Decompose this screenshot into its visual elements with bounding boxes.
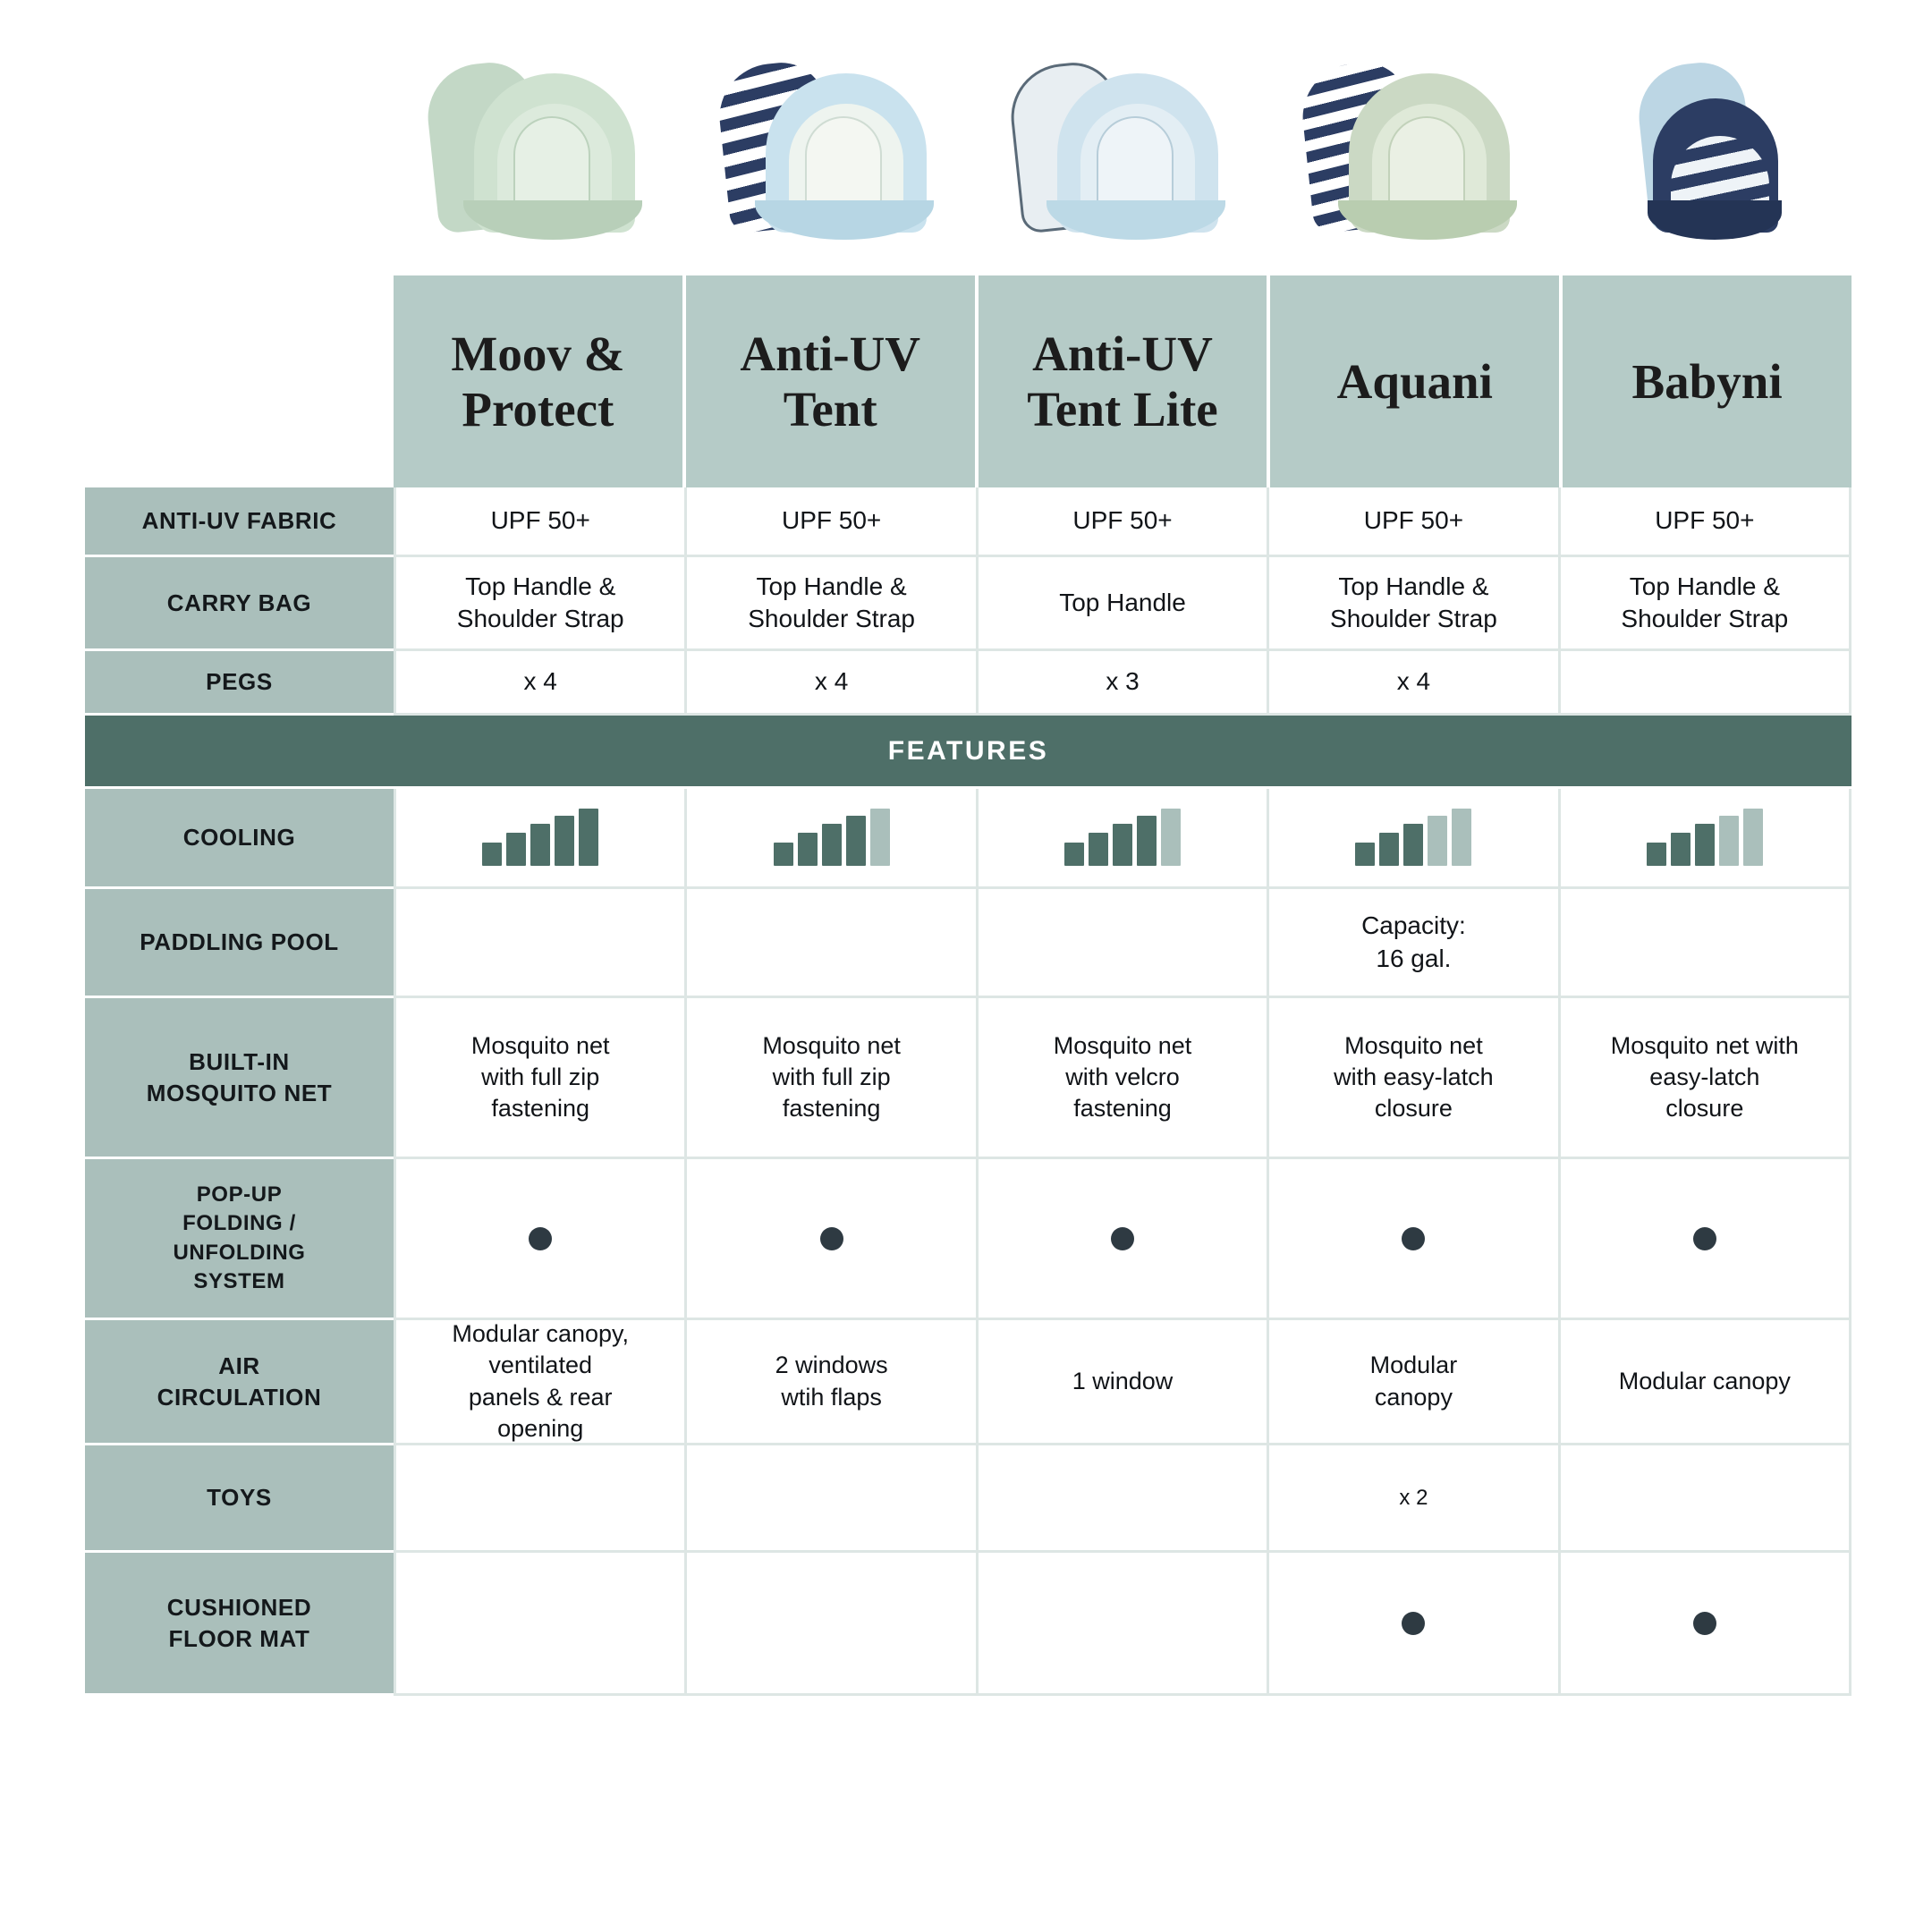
check-dot-icon [1402, 1226, 1426, 1250]
table-row-cooling: COOLING [85, 789, 1852, 889]
table-row-mosquito-net: BUILT-IN MOSQUITO NET Mosquito net with fu… [85, 998, 1852, 1159]
table-header-row: Moov & Protect Anti-UV Tent Anti-UV Tent Li… [85, 275, 1852, 487]
product-photo-anti-uv-tent-lite [977, 18, 1268, 242]
check-dot-icon [1111, 1226, 1135, 1250]
row-label-carry-bag: CARRY BAG [85, 557, 394, 651]
header-corner-cell [85, 275, 394, 487]
row-label-pegs: PEGS [85, 651, 394, 716]
cooling-rating-bars-anti-uv-tent-lite [1064, 808, 1182, 866]
row-label-cooling: COOLING [85, 789, 394, 889]
table-section-features: FEATURES [85, 716, 1852, 789]
product-header-moov-protect[interactable]: Moov & Protect [394, 275, 686, 487]
cell-carry-bag-aquani: Top Handle & Shoulder Strap [1267, 557, 1558, 651]
cell-carry-bag-anti-uv-tent-lite: Top Handle [975, 557, 1267, 651]
cell-toys-anti-uv-tent-lite [975, 1445, 1267, 1553]
cell-anti-uv-fabric-moov-protect: UPF 50+ [394, 487, 685, 557]
cell-cushioned-floor-mat-babyni [1557, 1553, 1852, 1696]
row-label-popup-system: POP-UP FOLDING / UNFOLDING SYSTEM [85, 1159, 394, 1320]
row-label-air-circulation: AIR CIRCULATION [85, 1320, 394, 1445]
product-header-anti-uv-tent-lite[interactable]: Anti-UV Tent Lite [978, 275, 1271, 487]
check-dot-icon [529, 1226, 553, 1250]
row-label-cushioned-floor-mat: CUSHIONED FLOOR MAT [85, 1553, 394, 1696]
check-dot-icon [1692, 1611, 1716, 1635]
product-photo-aquani [1268, 18, 1560, 242]
cell-mosquito-net-anti-uv-tent: Mosquito net with full zip fastening [684, 998, 976, 1159]
cell-anti-uv-fabric-aquani: UPF 50+ [1267, 487, 1558, 557]
cell-air-circulation-anti-uv-tent: 2 windows wtih flaps [684, 1320, 976, 1445]
cell-pegs-anti-uv-tent: x 4 [684, 651, 976, 716]
row-label-anti-uv-fabric: ANTI-UV FABRIC [85, 487, 394, 557]
cell-paddling-pool-aquani: Capacity: 16 gal. [1267, 889, 1558, 998]
cell-mosquito-net-aquani: Mosquito net with easy-latch closure [1267, 998, 1558, 1159]
cell-toys-anti-uv-tent [684, 1445, 976, 1553]
cell-popup-system-anti-uv-tent [684, 1159, 976, 1320]
cooling-rating-bars-anti-uv-tent [773, 808, 890, 866]
cell-popup-system-babyni [1557, 1159, 1852, 1320]
cell-cooling-babyni [1557, 789, 1852, 889]
cell-cooling-anti-uv-tent-lite [975, 789, 1267, 889]
product-header-anti-uv-tent[interactable]: Anti-UV Tent [685, 275, 979, 487]
cell-paddling-pool-anti-uv-tent [684, 889, 976, 998]
cell-toys-babyni [1557, 1445, 1852, 1553]
cell-air-circulation-aquani: Modular canopy [1267, 1320, 1558, 1445]
check-dot-icon [819, 1226, 843, 1250]
cell-pegs-babyni [1557, 651, 1852, 716]
cell-anti-uv-fabric-anti-uv-tent-lite: UPF 50+ [975, 487, 1267, 557]
cell-cooling-aquani [1267, 789, 1558, 889]
cell-paddling-pool-babyni [1557, 889, 1852, 998]
cell-air-circulation-babyni: Modular canopy [1557, 1320, 1852, 1445]
cell-cooling-anti-uv-tent [684, 789, 976, 889]
features-banner-label: FEATURES [85, 716, 1852, 789]
product-header-babyni[interactable]: Babyni [1563, 275, 1852, 487]
cell-paddling-pool-anti-uv-tent-lite [975, 889, 1267, 998]
product-photo-moov-protect [394, 18, 685, 242]
cell-toys-moov-protect [394, 1445, 685, 1553]
cell-cushioned-floor-mat-anti-uv-tent [684, 1553, 976, 1696]
row-label-toys: TOYS [85, 1445, 394, 1553]
table-row-toys: TOYS x 2 [85, 1445, 1852, 1553]
cell-pegs-aquani: x 4 [1267, 651, 1558, 716]
cell-cushioned-floor-mat-anti-uv-tent-lite [975, 1553, 1267, 1696]
table-row-paddling-pool: PADDLING POOL Capacity: 16 gal. [85, 889, 1852, 998]
row-label-paddling-pool: PADDLING POOL [85, 889, 394, 998]
table-row-cushioned-floor-mat: CUSHIONED FLOOR MAT [85, 1553, 1852, 1696]
table-row-pegs: PEGS x 4 x 4 x 3 x 4 [85, 651, 1852, 716]
cell-air-circulation-moov-protect: Modular canopy, ventilated panels & rear op… [394, 1320, 685, 1445]
product-photo-babyni [1560, 18, 1852, 242]
cell-pegs-anti-uv-tent-lite: x 3 [975, 651, 1267, 716]
table-row-carry-bag: CARRY BAG Top Handle & Shoulder Strap Top… [85, 557, 1852, 651]
cooling-rating-bars-aquani [1355, 808, 1472, 866]
cell-toys-aquani: x 2 [1267, 1445, 1558, 1553]
product-photo-anti-uv-tent [685, 18, 977, 242]
cell-carry-bag-moov-protect: Top Handle & Shoulder Strap [394, 557, 685, 651]
cooling-rating-bars-babyni [1646, 808, 1763, 866]
cell-mosquito-net-babyni: Mosquito net with easy-latch closure [1557, 998, 1852, 1159]
cell-anti-uv-fabric-anti-uv-tent: UPF 50+ [684, 487, 976, 557]
product-image-strip [394, 18, 1852, 242]
check-dot-icon [1402, 1611, 1426, 1635]
cooling-rating-bars-moov-protect [482, 808, 599, 866]
product-header-aquani[interactable]: Aquani [1270, 275, 1563, 487]
comparison-table: Moov & Protect Anti-UV Tent Anti-UV Tent Li… [85, 275, 1852, 1696]
cell-paddling-pool-moov-protect [394, 889, 685, 998]
cell-carry-bag-babyni: Top Handle & Shoulder Strap [1557, 557, 1852, 651]
cell-popup-system-anti-uv-tent-lite [975, 1159, 1267, 1320]
cell-mosquito-net-anti-uv-tent-lite: Mosquito net with velcro fastening [975, 998, 1267, 1159]
cell-pegs-moov-protect: x 4 [394, 651, 685, 716]
cell-popup-system-aquani [1267, 1159, 1558, 1320]
cell-cooling-moov-protect [394, 789, 685, 889]
table-row-anti-uv-fabric: ANTI-UV FABRIC UPF 50+ UPF 50+ UPF 50+ U… [85, 487, 1852, 557]
cell-carry-bag-anti-uv-tent: Top Handle & Shoulder Strap [684, 557, 976, 651]
cell-cushioned-floor-mat-moov-protect [394, 1553, 685, 1696]
check-dot-icon [1692, 1226, 1716, 1250]
table-row-air-circulation: AIR CIRCULATION Modular canopy, ventilated… [85, 1320, 1852, 1445]
cell-popup-system-moov-protect [394, 1159, 685, 1320]
row-label-mosquito-net: BUILT-IN MOSQUITO NET [85, 998, 394, 1159]
cell-anti-uv-fabric-babyni: UPF 50+ [1557, 487, 1852, 557]
cell-cushioned-floor-mat-aquani [1267, 1553, 1558, 1696]
cell-air-circulation-anti-uv-tent-lite: 1 window [975, 1320, 1267, 1445]
cell-mosquito-net-moov-protect: Mosquito net with full zip fastening [394, 998, 685, 1159]
table-row-popup-system: POP-UP FOLDING / UNFOLDING SYSTEM [85, 1159, 1852, 1320]
